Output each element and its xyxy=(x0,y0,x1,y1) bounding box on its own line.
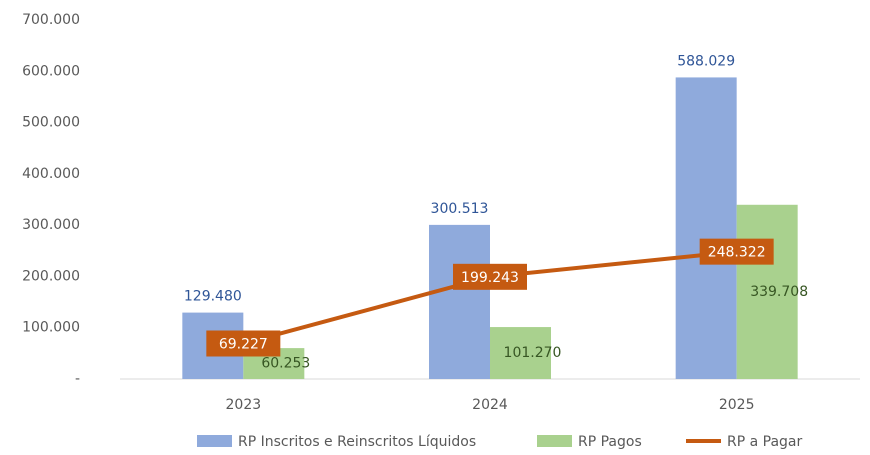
bar xyxy=(490,327,551,379)
legend-label: RP Inscritos e Reinscritos Líquidos xyxy=(238,434,476,450)
data-label: 300.513 xyxy=(431,201,489,217)
data-label: 339.708 xyxy=(750,284,808,300)
data-label-box xyxy=(453,263,527,290)
legend-label: RP a Pagar xyxy=(727,434,803,450)
y-tick-label: 700.000 xyxy=(22,12,80,28)
bar xyxy=(675,77,737,380)
data-label: 60.253 xyxy=(261,356,310,372)
data-label: 129.480 xyxy=(184,289,242,305)
y-tick-label: 200.000 xyxy=(22,268,80,284)
bar xyxy=(429,224,490,379)
x-tick-label: 2024 xyxy=(472,397,508,413)
y-tick-label: 300.000 xyxy=(22,217,80,233)
bar xyxy=(736,204,798,379)
data-label: 101.270 xyxy=(504,345,562,361)
legend-swatch xyxy=(197,435,232,447)
legend-swatch xyxy=(537,435,572,447)
y-tick-label: 100.000 xyxy=(22,320,80,336)
data-label-box xyxy=(206,330,281,357)
legend-label: RP Pagos xyxy=(578,434,642,450)
data-label-box xyxy=(699,238,774,265)
data-label: 248.322 xyxy=(708,245,766,261)
data-label: 588.029 xyxy=(677,53,735,69)
y-tick-label: - xyxy=(75,371,80,387)
y-tick-label: 500.000 xyxy=(22,115,80,131)
x-tick-label: 2025 xyxy=(719,397,755,413)
y-tick-label: 400.000 xyxy=(22,166,80,182)
x-tick-label: 2023 xyxy=(226,397,262,413)
y-tick-label: 600.000 xyxy=(22,63,80,79)
data-label: 199.243 xyxy=(461,270,519,286)
data-label: 69.227 xyxy=(219,336,268,352)
